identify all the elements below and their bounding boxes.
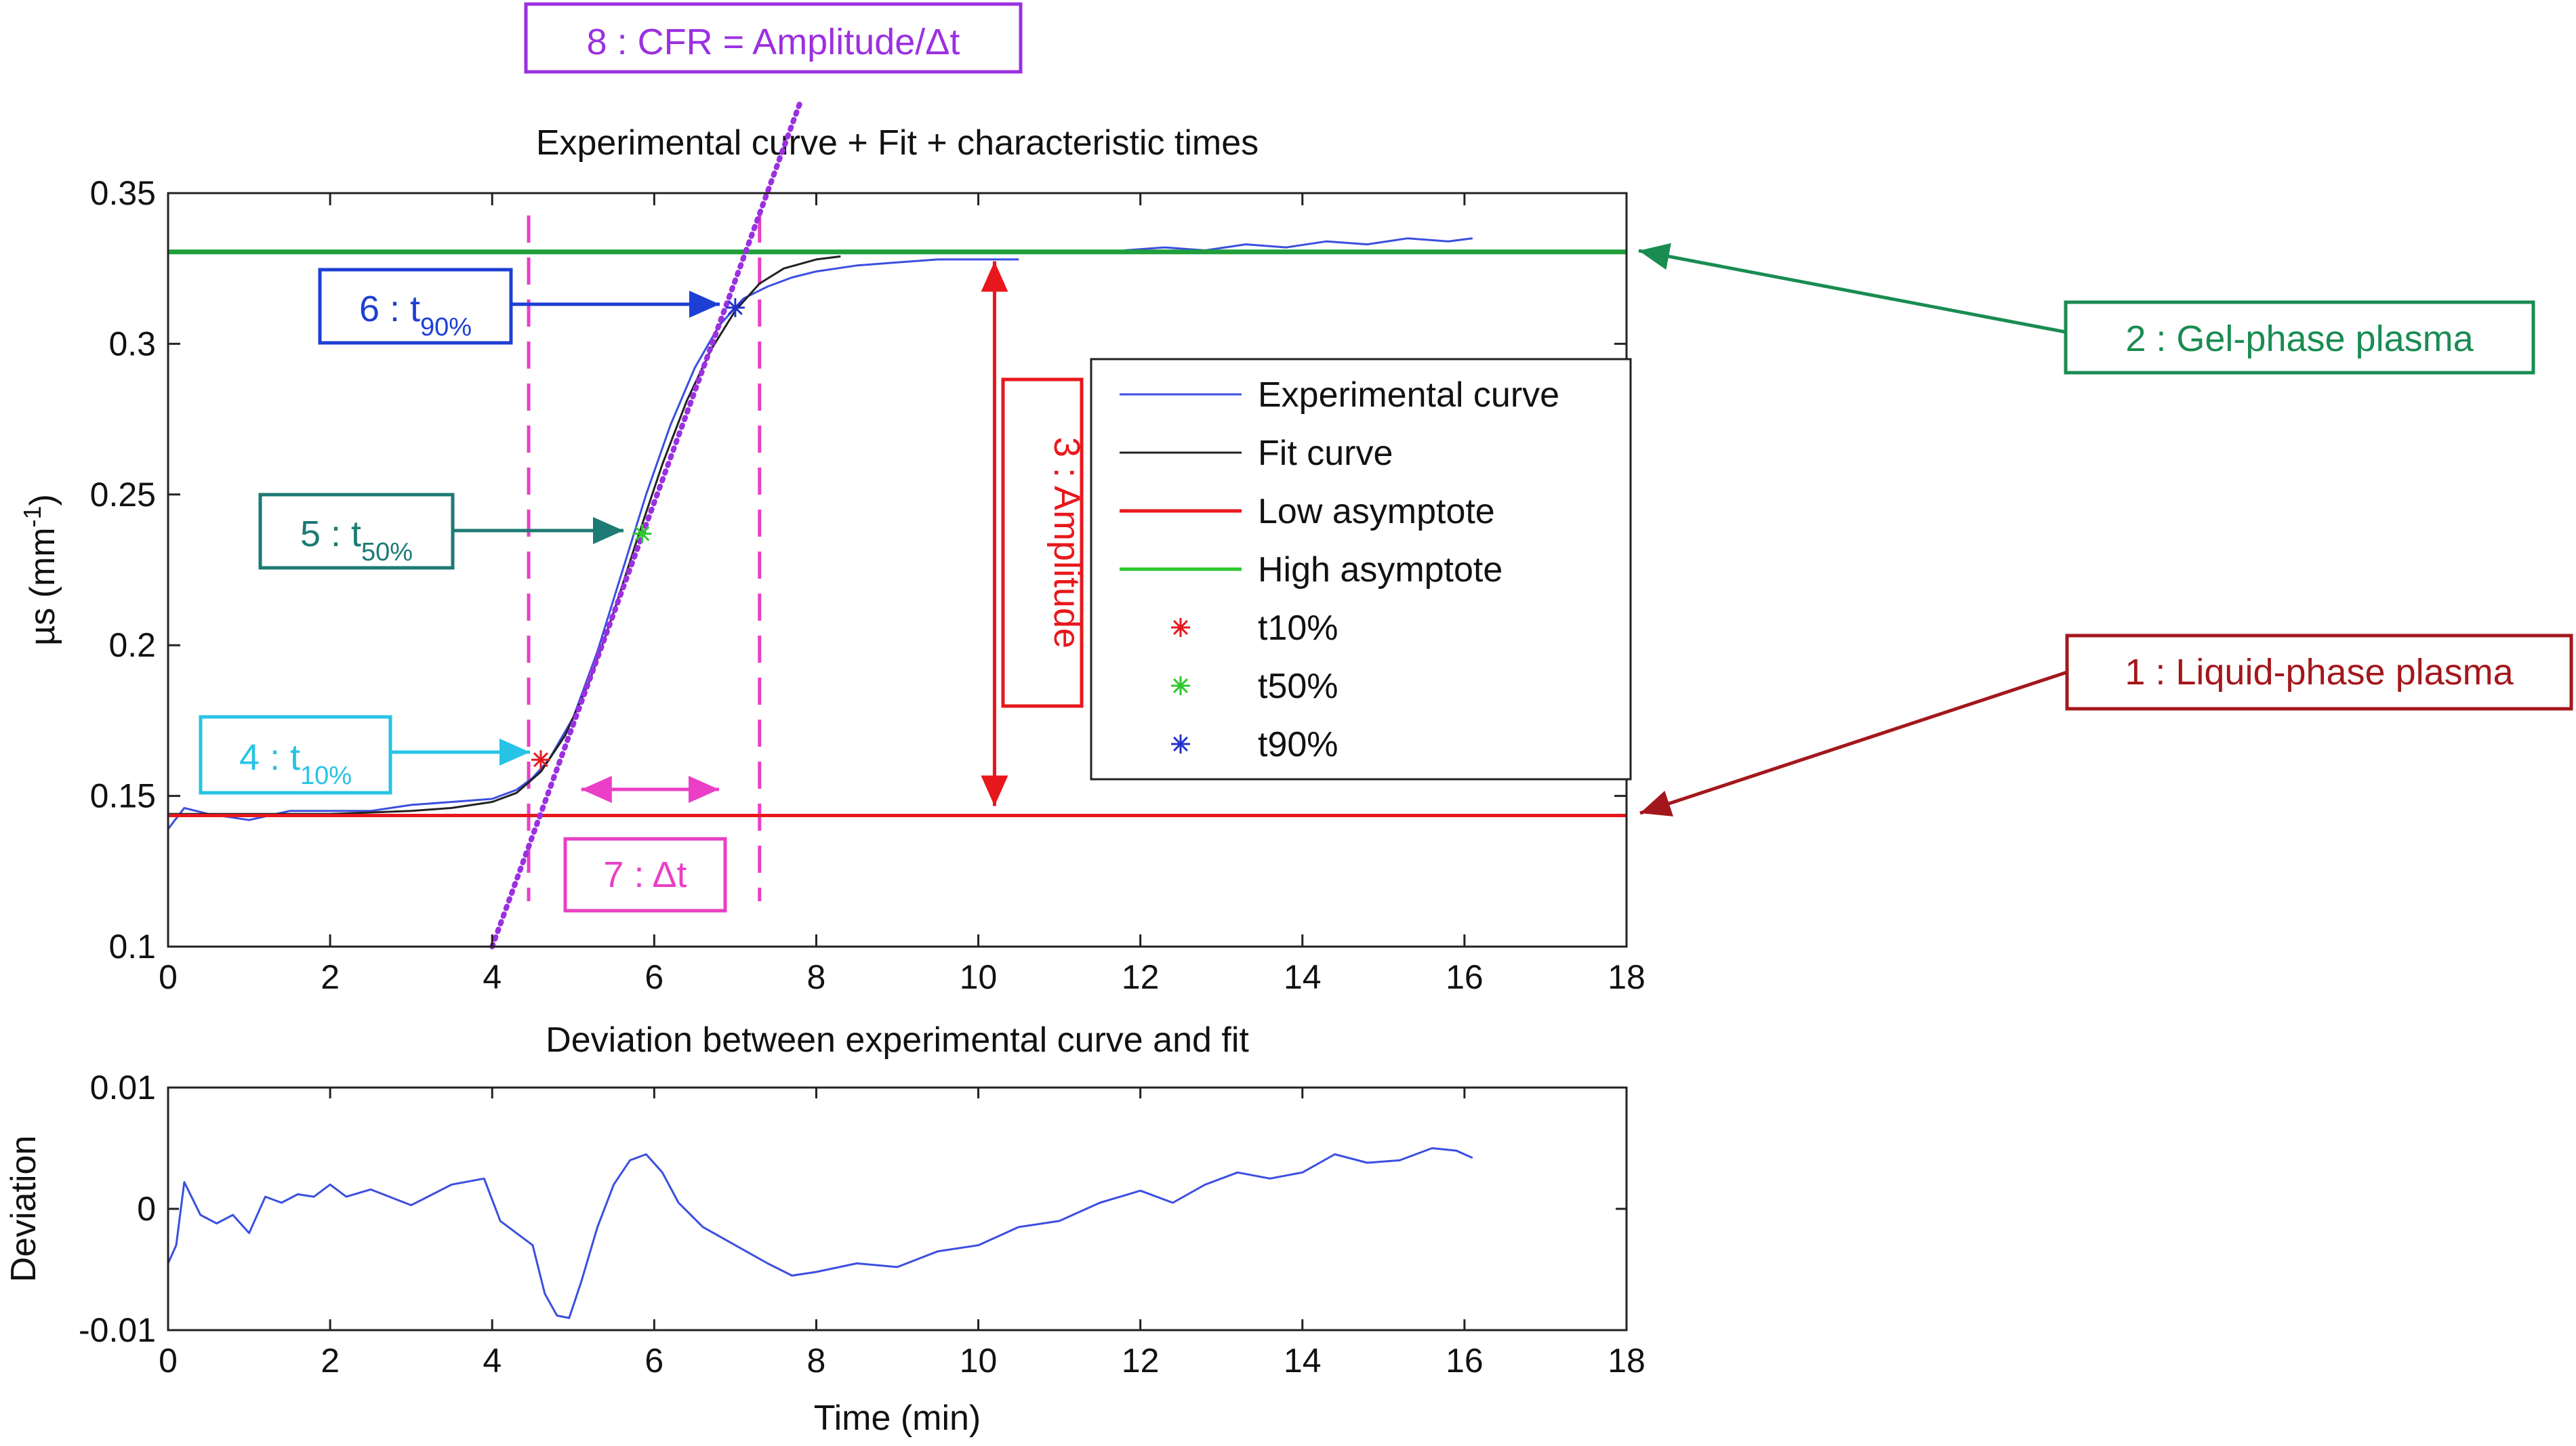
bottom-y-tick-label: -0.01 xyxy=(79,1311,156,1349)
top-y-tick-label: 0.3 xyxy=(108,325,156,363)
legend-item: t10% xyxy=(1171,608,1338,648)
top-y-tick-label: 0.35 xyxy=(90,174,156,212)
marker-t90pct xyxy=(725,298,745,318)
annotation-t10: 4 : t10% xyxy=(199,715,530,795)
legend-item: t90% xyxy=(1171,725,1338,764)
legend-label: Fit curve xyxy=(1258,434,1393,473)
top-x-tick-label: 12 xyxy=(1122,958,1160,996)
annotation-gel-phase-arrow xyxy=(1638,243,2066,334)
annotation-gel-phase: 2 : Gel-phase plasma xyxy=(1638,243,2535,375)
cfr-slope-line xyxy=(489,100,803,949)
legend-swatch-star xyxy=(1171,618,1190,637)
annotation-t50-box xyxy=(258,493,455,570)
legend-label: t50% xyxy=(1258,667,1338,706)
deviation-series xyxy=(167,1147,1473,1319)
annotation-delta-t-text: 7 : Δt xyxy=(603,854,687,895)
legend-label: t90% xyxy=(1258,725,1338,764)
bottom-x-tick-label: 0 xyxy=(159,1342,178,1380)
top-x-tick-label: 0 xyxy=(159,958,178,996)
bottom-x-tick-label: 14 xyxy=(1284,1342,1322,1380)
series-experimental-curve xyxy=(167,258,1019,830)
top-y-tick-label: 0.25 xyxy=(90,476,156,514)
top-annotations-group: 8 : CFR = Amplitude/Δt 6 : t90% 5 : t50% 4 … xyxy=(199,2,2573,913)
annotation-t90-box xyxy=(318,268,513,345)
annotation-cfr-text: 8 : CFR = Amplitude/Δt xyxy=(587,22,960,62)
bottom-x-axis-label: Time (min) xyxy=(814,1399,981,1438)
bottom-x-tick-label: 2 xyxy=(321,1342,340,1380)
legend-label: Low asymptote xyxy=(1258,492,1495,531)
top-x-tick-label: 8 xyxy=(807,958,826,996)
top-x-tick-label: 16 xyxy=(1446,958,1484,996)
bottom-x-tick-label: 10 xyxy=(960,1342,998,1380)
bottom-plot-area xyxy=(168,1088,1627,1330)
top-y-axis-label-text: µs (mm-1) xyxy=(18,494,63,646)
annotation-gel-phase-box xyxy=(2064,300,2535,375)
annotation-t50: 5 : t50% xyxy=(258,493,623,570)
top-x-tick-label: 10 xyxy=(960,958,998,996)
top-series-group xyxy=(167,100,1627,949)
bottom-x-tick-label: 18 xyxy=(1608,1342,1645,1380)
legend-item: Experimental curve xyxy=(1120,375,1559,415)
top-x-tick-label: 4 xyxy=(483,958,502,996)
legend-label: t10% xyxy=(1258,608,1338,648)
legend-label: High asymptote xyxy=(1258,550,1502,590)
annotation-t50-text: 5 : t50% xyxy=(300,514,413,566)
annotation-liquid-phase: 1 : Liquid-phase plasma xyxy=(1639,634,2573,817)
legend-label: Experimental curve xyxy=(1258,375,1559,415)
top-x-tick-label: 6 xyxy=(645,958,663,996)
bottom-plot-title: Deviation between experimental curve and… xyxy=(546,1020,1249,1060)
bottom-plot-frame xyxy=(167,1086,1628,1331)
annotation-gel-phase-text: 2 : Gel-phase plasma xyxy=(2125,318,2474,359)
annotation-liquid-phase-box xyxy=(2065,634,2573,711)
annotation-delta-t: 7 : Δt xyxy=(563,776,727,913)
annotation-t90: 6 : t90% xyxy=(318,268,720,345)
annotation-t10-box xyxy=(199,715,392,795)
legend-swatch-star xyxy=(1171,735,1190,753)
bottom-plot: Deviation between experimental curve and… xyxy=(4,1020,1645,1438)
annotation-cfr-box xyxy=(524,2,1023,74)
annotation-amplitude: 3 : Amplitude xyxy=(981,261,1087,806)
bottom-series-group xyxy=(167,1147,1473,1319)
marker-t10pct xyxy=(531,750,550,770)
bottom-x-tick-label: 6 xyxy=(645,1342,663,1380)
legend-swatch-star xyxy=(1171,676,1190,695)
top-plot-title: Experimental curve + Fit + characteristi… xyxy=(536,123,1259,163)
top-plot: Experimental curve + Fit + characteristi… xyxy=(18,2,2573,996)
annotation-delta-t-box xyxy=(563,837,727,913)
bottom-y-axis-label: Deviation xyxy=(4,1136,43,1283)
marker-t50pct xyxy=(632,524,652,543)
top-y-tick-label: 0.2 xyxy=(108,626,156,664)
annotation-t90-text: 6 : t90% xyxy=(359,289,472,342)
top-y-axis-label: µs (mm-1) xyxy=(18,494,63,646)
legend: Experimental curve Fit curve Low asymptote… xyxy=(1090,358,1632,781)
top-x-tick-label: 14 xyxy=(1284,958,1322,996)
annotation-t10-text: 4 : t10% xyxy=(239,737,352,790)
bottom-x-tick-label: 8 xyxy=(807,1342,826,1380)
annotation-amplitude-text: 3 : Amplitude xyxy=(1046,437,1087,648)
top-x-tick-label: 2 xyxy=(321,958,340,996)
top-y-tick-label: 0.15 xyxy=(90,777,156,815)
annotation-liquid-phase-arrow xyxy=(1639,670,2068,817)
annotation-cfr: 8 : CFR = Amplitude/Δt xyxy=(524,2,1023,74)
annotation-amplitude-box xyxy=(1001,377,1084,708)
legend-item: t50% xyxy=(1171,667,1338,706)
legend-item: Fit curve xyxy=(1120,434,1393,473)
legend-item: High asymptote xyxy=(1120,550,1502,590)
top-x-tick-label: 18 xyxy=(1608,958,1645,996)
bottom-x-tick-label: 16 xyxy=(1446,1342,1484,1380)
annotation-liquid-phase-text: 1 : Liquid-phase plasma xyxy=(2125,652,2514,693)
bottom-x-tick-label: 4 xyxy=(483,1342,502,1380)
bottom-y-tick-label: 0.01 xyxy=(90,1069,156,1107)
bottom-x-tick-label: 12 xyxy=(1122,1342,1160,1380)
legend-item: Low asymptote xyxy=(1120,492,1495,531)
top-y-tick-label: 0.1 xyxy=(108,928,156,966)
bottom-y-tick-label: 0 xyxy=(137,1190,156,1228)
series-experimental-curve-continued- xyxy=(1124,237,1473,251)
